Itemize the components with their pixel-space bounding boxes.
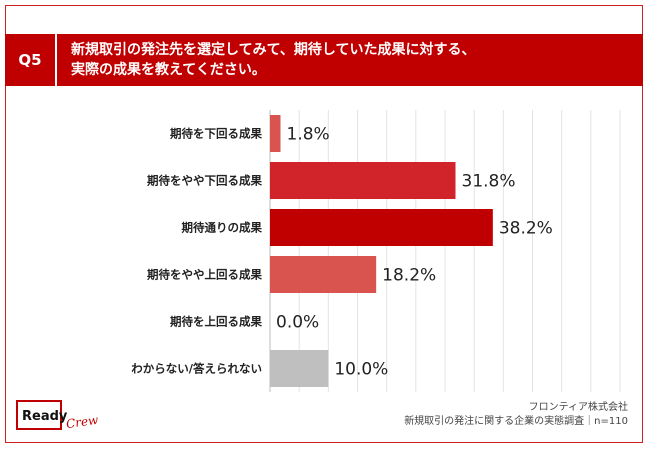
value-label: 10.0% (334, 360, 388, 380)
question-title-line2: 実際の成果を教えてください。 (71, 62, 266, 78)
logo-ready-text: Ready (22, 409, 68, 424)
value-label: 1.8% (287, 125, 330, 145)
bar (270, 350, 329, 387)
bar (270, 162, 456, 199)
question-title-line1: 新規取引の発注先を選定してみて、期待していた成果に対する、 (71, 42, 476, 58)
value-label: 38.2% (499, 219, 553, 239)
category-label: わからない/答えられない (131, 362, 262, 376)
source-note: フロンティア株式会社 新規取引の発注に関する企業の実態調査｜n=110 (404, 401, 628, 429)
category-label: 期待を上回る成果 (170, 315, 262, 329)
bar (270, 256, 377, 293)
bar (270, 115, 281, 152)
category-label: 期待をやや下回る成果 (147, 174, 262, 188)
category-label: 期待を下回る成果 (170, 127, 262, 141)
value-label: 0.0% (276, 313, 319, 333)
value-label: 31.8% (462, 172, 516, 192)
logo-box (16, 400, 62, 430)
logo-crew-text: Crew (65, 412, 100, 432)
question-badge: Q5 (5, 34, 55, 86)
category-label: 期待をやや上回る成果 (147, 268, 262, 282)
question-title: 新規取引の発注先を選定してみて、期待していた成果に対する、 実際の成果を教えてく… (57, 34, 643, 86)
ready-crew-logo: Ready Crew (16, 400, 100, 434)
source-company: フロンティア株式会社 (528, 402, 628, 413)
value-label: 18.2% (382, 266, 436, 286)
chart-frame (5, 5, 643, 443)
bar (270, 209, 493, 246)
source-survey: 新規取引の発注に関する企業の実態調査｜n=110 (404, 416, 628, 427)
category-label: 期待通りの成果 (182, 221, 263, 235)
